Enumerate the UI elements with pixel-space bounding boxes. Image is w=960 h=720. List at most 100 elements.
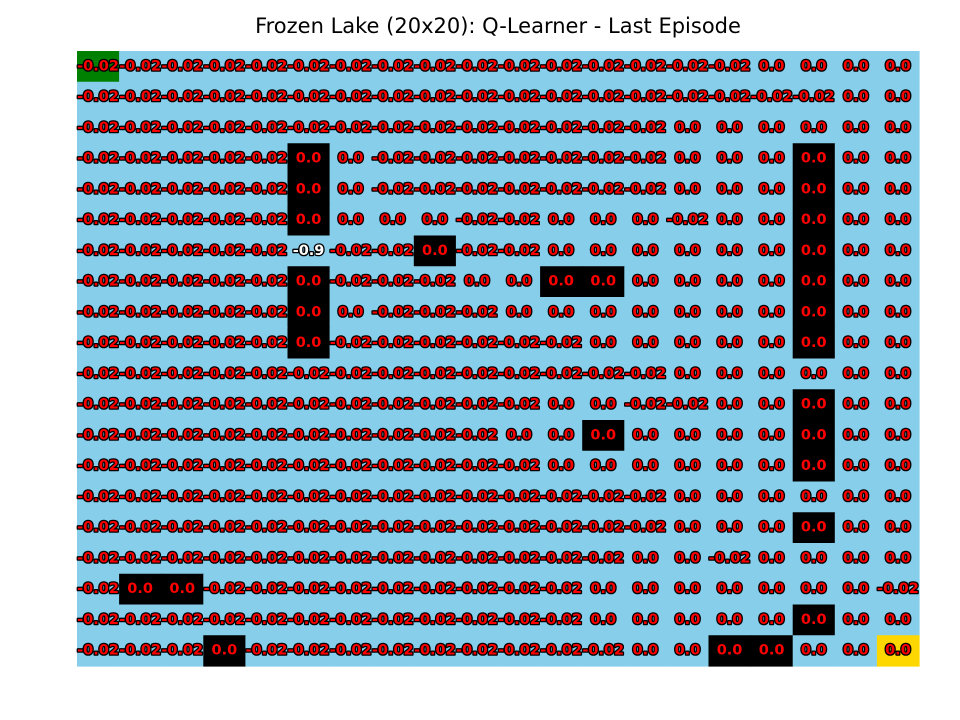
q-value-label: 0.0 — [885, 120, 911, 136]
frozen-cell — [119, 143, 162, 175]
q-value-label: -0.02 — [77, 550, 119, 566]
frozen-cell — [245, 174, 289, 206]
frozen-cell — [119, 420, 162, 452]
frozen-cell — [329, 573, 373, 606]
q-value-label: -0.02 — [288, 366, 330, 382]
q-value-label: -0.02 — [330, 550, 372, 566]
q-value-label: 0.0 — [885, 458, 911, 474]
q-value-label: 0.0 — [885, 274, 911, 290]
frozen-cell — [540, 297, 583, 329]
q-value-label: -0.02 — [414, 366, 456, 382]
q-value-label: 0.0 — [548, 274, 574, 290]
q-value-label: -0.02 — [372, 243, 414, 259]
q-value-label: -0.02 — [540, 120, 582, 136]
frozen-cell — [161, 81, 204, 114]
q-value-label: 0.0 — [759, 520, 785, 536]
q-value-label: -0.02 — [330, 243, 372, 259]
frozen-cell — [329, 481, 373, 513]
frozen-cell — [834, 635, 878, 667]
frozen-cell — [161, 51, 204, 83]
frozen-cell — [540, 51, 583, 83]
q-value-label: -0.02 — [119, 520, 161, 536]
frozen-cell — [161, 266, 204, 298]
q-value-label: 0.0 — [885, 58, 911, 74]
q-value-label: 0.0 — [759, 489, 785, 505]
frozen-cell — [413, 635, 457, 667]
frozen-cell — [161, 450, 204, 483]
q-value-label: -0.02 — [77, 612, 119, 628]
q-value-label: 0.0 — [759, 181, 785, 197]
q-value-label: -0.02 — [288, 427, 330, 443]
frozen-cell — [876, 450, 920, 483]
q-value-label: 0.0 — [675, 550, 701, 566]
q-value-label: -0.02 — [288, 489, 330, 505]
frozen-cell — [455, 235, 499, 267]
q-value-label: 0.0 — [675, 581, 701, 597]
frozen-cell — [708, 450, 752, 483]
frozen-cell — [455, 635, 499, 667]
q-value-label: -0.02 — [246, 58, 288, 74]
q-value-label: 0.0 — [843, 427, 869, 443]
frozen-cell — [455, 543, 499, 575]
frozen-cell — [582, 81, 625, 114]
q-value-label: -0.02 — [372, 397, 414, 413]
frozen-cell — [834, 512, 878, 544]
frozen-cell — [371, 481, 415, 513]
frozen-cell — [666, 327, 710, 360]
q-value-label: -0.02 — [498, 397, 540, 413]
frozen-cell — [624, 204, 667, 237]
frozen-cell — [624, 604, 667, 636]
q-value-label: -0.02 — [372, 550, 414, 566]
q-value-label: -0.02 — [77, 366, 119, 382]
q-value-label: -0.02 — [77, 120, 119, 136]
q-value-label: 0.0 — [675, 427, 701, 443]
q-value-label: -0.02 — [414, 58, 456, 74]
q-value-label: -0.02 — [119, 489, 161, 505]
cells-layer — [77, 51, 920, 667]
q-value-label: 0.0 — [296, 274, 322, 290]
q-value-label: -0.02 — [456, 366, 498, 382]
frozen-cell — [203, 81, 246, 114]
q-value-label: 0.0 — [843, 274, 869, 290]
frozen-cell — [876, 112, 920, 144]
frozen-cell — [876, 266, 920, 298]
q-value-label: 0.0 — [759, 366, 785, 382]
frozen-cell — [413, 543, 457, 575]
q-value-label: -0.02 — [288, 581, 330, 597]
q-value-label: 0.0 — [885, 520, 911, 536]
q-value-label: 0.0 — [801, 427, 827, 443]
frozen-cell — [455, 112, 499, 144]
frozen-cell — [750, 358, 794, 390]
q-value-label: -0.02 — [77, 335, 119, 351]
q-value-label: 0.0 — [885, 181, 911, 197]
frozen-cell — [161, 481, 204, 513]
frozen-cell — [834, 174, 878, 206]
frozen-cell — [624, 112, 667, 144]
q-value-label: 0.0 — [675, 274, 701, 290]
q-value-label: -0.02 — [119, 243, 161, 259]
frozen-cell — [77, 81, 120, 114]
q-value-label: -0.02 — [77, 427, 119, 443]
frozen-cell — [708, 327, 752, 360]
q-value-label: -0.02 — [414, 520, 456, 536]
q-value-label: 0.0 — [590, 304, 616, 320]
frozen-cell — [287, 51, 331, 83]
frozen-cell — [371, 635, 415, 667]
frozen-cell — [245, 235, 289, 267]
frozen-cell — [329, 512, 373, 544]
frozen-cell — [77, 450, 120, 483]
frozen-cell — [708, 174, 752, 206]
q-value-label: -0.02 — [582, 643, 624, 659]
q-value-label: -0.02 — [456, 550, 498, 566]
frozen-cell — [708, 573, 752, 606]
frozen-cell — [203, 512, 246, 544]
q-value-label: 0.0 — [296, 304, 322, 320]
frozen-cell — [287, 481, 331, 513]
frozen-cell — [750, 481, 794, 513]
frozen-cell — [77, 235, 120, 267]
q-value-label: -0.02 — [372, 366, 414, 382]
q-value-label: -0.02 — [372, 120, 414, 136]
frozen-cell — [582, 481, 625, 513]
frozen-cell — [624, 420, 667, 452]
frozen-cell — [455, 297, 499, 329]
